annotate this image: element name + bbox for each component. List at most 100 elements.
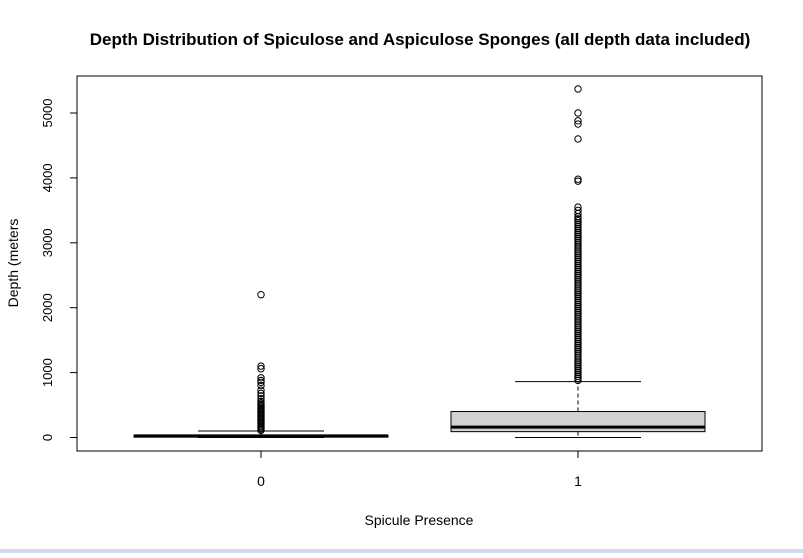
outlier-point: [574, 351, 582, 359]
outlier-point: [574, 304, 582, 313]
outlier-point: [257, 386, 265, 394]
outlier-point: [574, 269, 582, 278]
x-axis-label: Spicule Presence: [365, 512, 474, 528]
y-tick-label: 3000: [40, 228, 55, 257]
outlier-point: [574, 117, 582, 125]
outlier-point: [574, 206, 582, 215]
outlier-point: [574, 109, 582, 117]
outlier-point: [574, 335, 582, 344]
y-tick-label: 5000: [40, 99, 55, 128]
outlier-point: [574, 175, 582, 183]
box: [450, 411, 706, 433]
y-tick-label: 4000: [40, 163, 55, 192]
y-axis: 0 1000 2000 3000 4000 5000: [40, 99, 78, 441]
outlier-point: [574, 287, 582, 295]
outlier-point: [574, 306, 582, 314]
outlier-point: [574, 349, 582, 357]
outlier-point: [257, 291, 265, 299]
outlier-point: [574, 341, 582, 350]
outlier-point: [574, 324, 582, 332]
y-tick-label: 1000: [40, 358, 55, 387]
outlier-point: [574, 333, 582, 342]
outlier-point: [574, 120, 582, 128]
outlier-point: [574, 238, 582, 246]
outlier-point: [574, 218, 582, 227]
outlier-point: [574, 240, 582, 248]
outlier-point: [574, 365, 582, 373]
outlier-point: [257, 397, 265, 405]
box-group-1: [450, 85, 706, 438]
outlier-point: [574, 267, 582, 276]
outlier-point: [257, 381, 265, 390]
plot-frame: [76, 75, 763, 452]
outlier-point: [574, 329, 582, 338]
outlier-point: [574, 339, 582, 348]
outlier-point: [574, 234, 582, 242]
outlier-point: [574, 328, 582, 336]
outlier-point: [574, 215, 582, 223]
outlier-point: [574, 314, 582, 322]
outlier-point: [257, 378, 265, 387]
x-tick-label: 0: [257, 473, 265, 489]
outlier-point: [574, 252, 582, 260]
outlier-point: [574, 273, 582, 281]
outlier-point: [574, 359, 582, 367]
outlier-point: [574, 316, 582, 324]
y-tick-label: 0: [40, 434, 55, 441]
outlier-point: [574, 254, 582, 262]
outlier-point: [574, 281, 582, 289]
box-group-0: [133, 291, 389, 438]
outlier-point: [574, 302, 582, 311]
outlier-point: [574, 374, 582, 383]
outlier-point: [574, 271, 582, 279]
outlier-point: [574, 347, 582, 355]
outlier-point: [574, 277, 582, 285]
outlier-point: [257, 389, 265, 398]
outlier-point: [574, 263, 582, 272]
outlier-point: [574, 298, 582, 307]
chart-title: Depth Distribution of Spiculose and Aspi…: [90, 30, 751, 49]
outlier-point: [574, 308, 582, 316]
outlier-point: [574, 257, 582, 266]
outlier-point: [574, 357, 582, 365]
outlier-point: [574, 177, 582, 185]
outlier-point: [574, 224, 582, 233]
outlier-point: [574, 353, 582, 361]
outlier-point: [257, 362, 265, 370]
outlier-point: [574, 248, 582, 256]
outlier-point: [574, 226, 582, 235]
outlier-point: [574, 294, 582, 303]
window-bottom-border: [0, 549, 803, 553]
outlier-point: [574, 300, 582, 309]
outlier-point: [574, 368, 582, 377]
outlier-point: [574, 320, 582, 328]
outlier-point: [574, 345, 582, 353]
outlier-point: [574, 337, 582, 346]
outlier-point: [257, 394, 265, 403]
outlier-point: [574, 255, 582, 264]
outlier-point: [574, 220, 582, 229]
outlier-point: [574, 222, 582, 231]
outlier-point: [574, 331, 582, 340]
outlier-point: [574, 289, 582, 297]
outlier-point: [574, 236, 582, 244]
outlier-point: [574, 283, 582, 291]
outlier-point: [574, 217, 582, 225]
outlier-point: [574, 355, 582, 363]
outlier-point: [574, 366, 582, 375]
outlier-point: [574, 312, 582, 320]
outlier-point: [257, 392, 265, 400]
outlier-point: [574, 322, 582, 330]
outlier-point: [574, 372, 582, 381]
outlier-point: [574, 203, 582, 211]
outlier-point: [574, 244, 582, 252]
outlier-point: [574, 230, 582, 239]
outlier-point: [574, 370, 582, 379]
outlier-point: [574, 228, 582, 237]
outlier-point: [574, 275, 582, 283]
y-axis-label: Depth (meters: [5, 219, 21, 308]
outlier-point: [574, 326, 582, 334]
outlier-point: [257, 365, 265, 373]
